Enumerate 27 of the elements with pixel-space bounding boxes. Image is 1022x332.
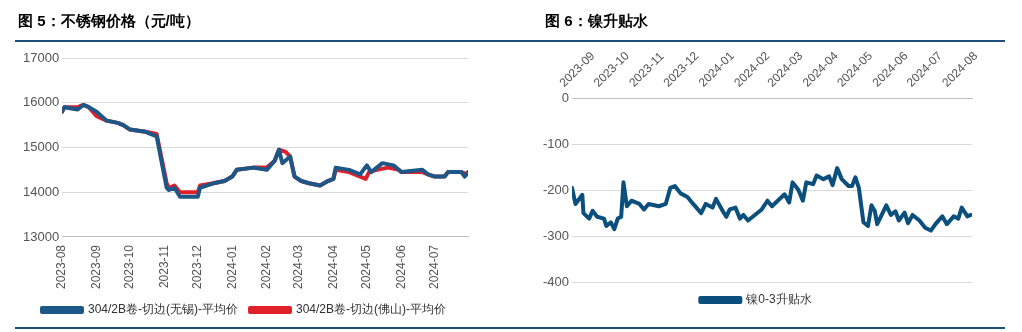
x-tick-label: 2024-06: [393, 244, 408, 290]
legend-label: 镍0-3升贴水: [745, 292, 812, 307]
chart-title: 图 5：不锈钢价格（元/吨）: [18, 12, 200, 31]
legend-label: 304/2B卷-切边(无锡)-平均价: [87, 302, 239, 317]
x-tick-label: 2024-07: [426, 244, 441, 290]
x-tick-label: 2023-08: [54, 244, 69, 290]
x-tick-label: 2024-04: [325, 244, 340, 290]
x-tick-label: 2023-10: [122, 244, 137, 290]
y-tick-label: 15000: [22, 139, 60, 155]
y-tick-label: 0: [561, 89, 570, 105]
x-tick-label: 2023-11: [156, 244, 171, 289]
y-tick-label: -300: [542, 227, 570, 243]
y-tick-label: -200: [542, 181, 570, 197]
y-tick-label: 14000: [22, 183, 60, 199]
y-tick-label: 13000: [22, 228, 60, 244]
x-tick-label: 2023-09: [88, 244, 103, 290]
x-tick-label: 2024-05: [359, 244, 374, 290]
x-tick-label: 2024-01: [224, 244, 239, 290]
y-tick-label: 16000: [22, 94, 60, 110]
y-tick-label: 17000: [22, 49, 60, 65]
x-tick-label: 2024-02: [259, 244, 274, 290]
y-tick-label: -400: [542, 273, 570, 289]
y-tick-label: -100: [542, 135, 570, 151]
chart-title: 图 6：镍升贴水: [545, 12, 648, 31]
x-tick-label: 2023-12: [190, 244, 205, 290]
x-tick-label: 2024-03: [291, 244, 306, 290]
legend-label: 304/2B卷-切边(佛山)-平均价: [296, 302, 447, 317]
